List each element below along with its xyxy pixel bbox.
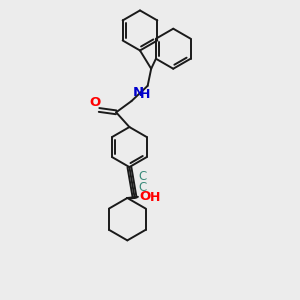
Text: C: C bbox=[138, 170, 146, 183]
Text: H: H bbox=[140, 88, 151, 101]
Text: C: C bbox=[138, 181, 146, 194]
Text: O: O bbox=[139, 190, 150, 203]
Text: N: N bbox=[133, 86, 144, 99]
Text: H: H bbox=[150, 191, 161, 205]
Text: O: O bbox=[89, 96, 100, 109]
